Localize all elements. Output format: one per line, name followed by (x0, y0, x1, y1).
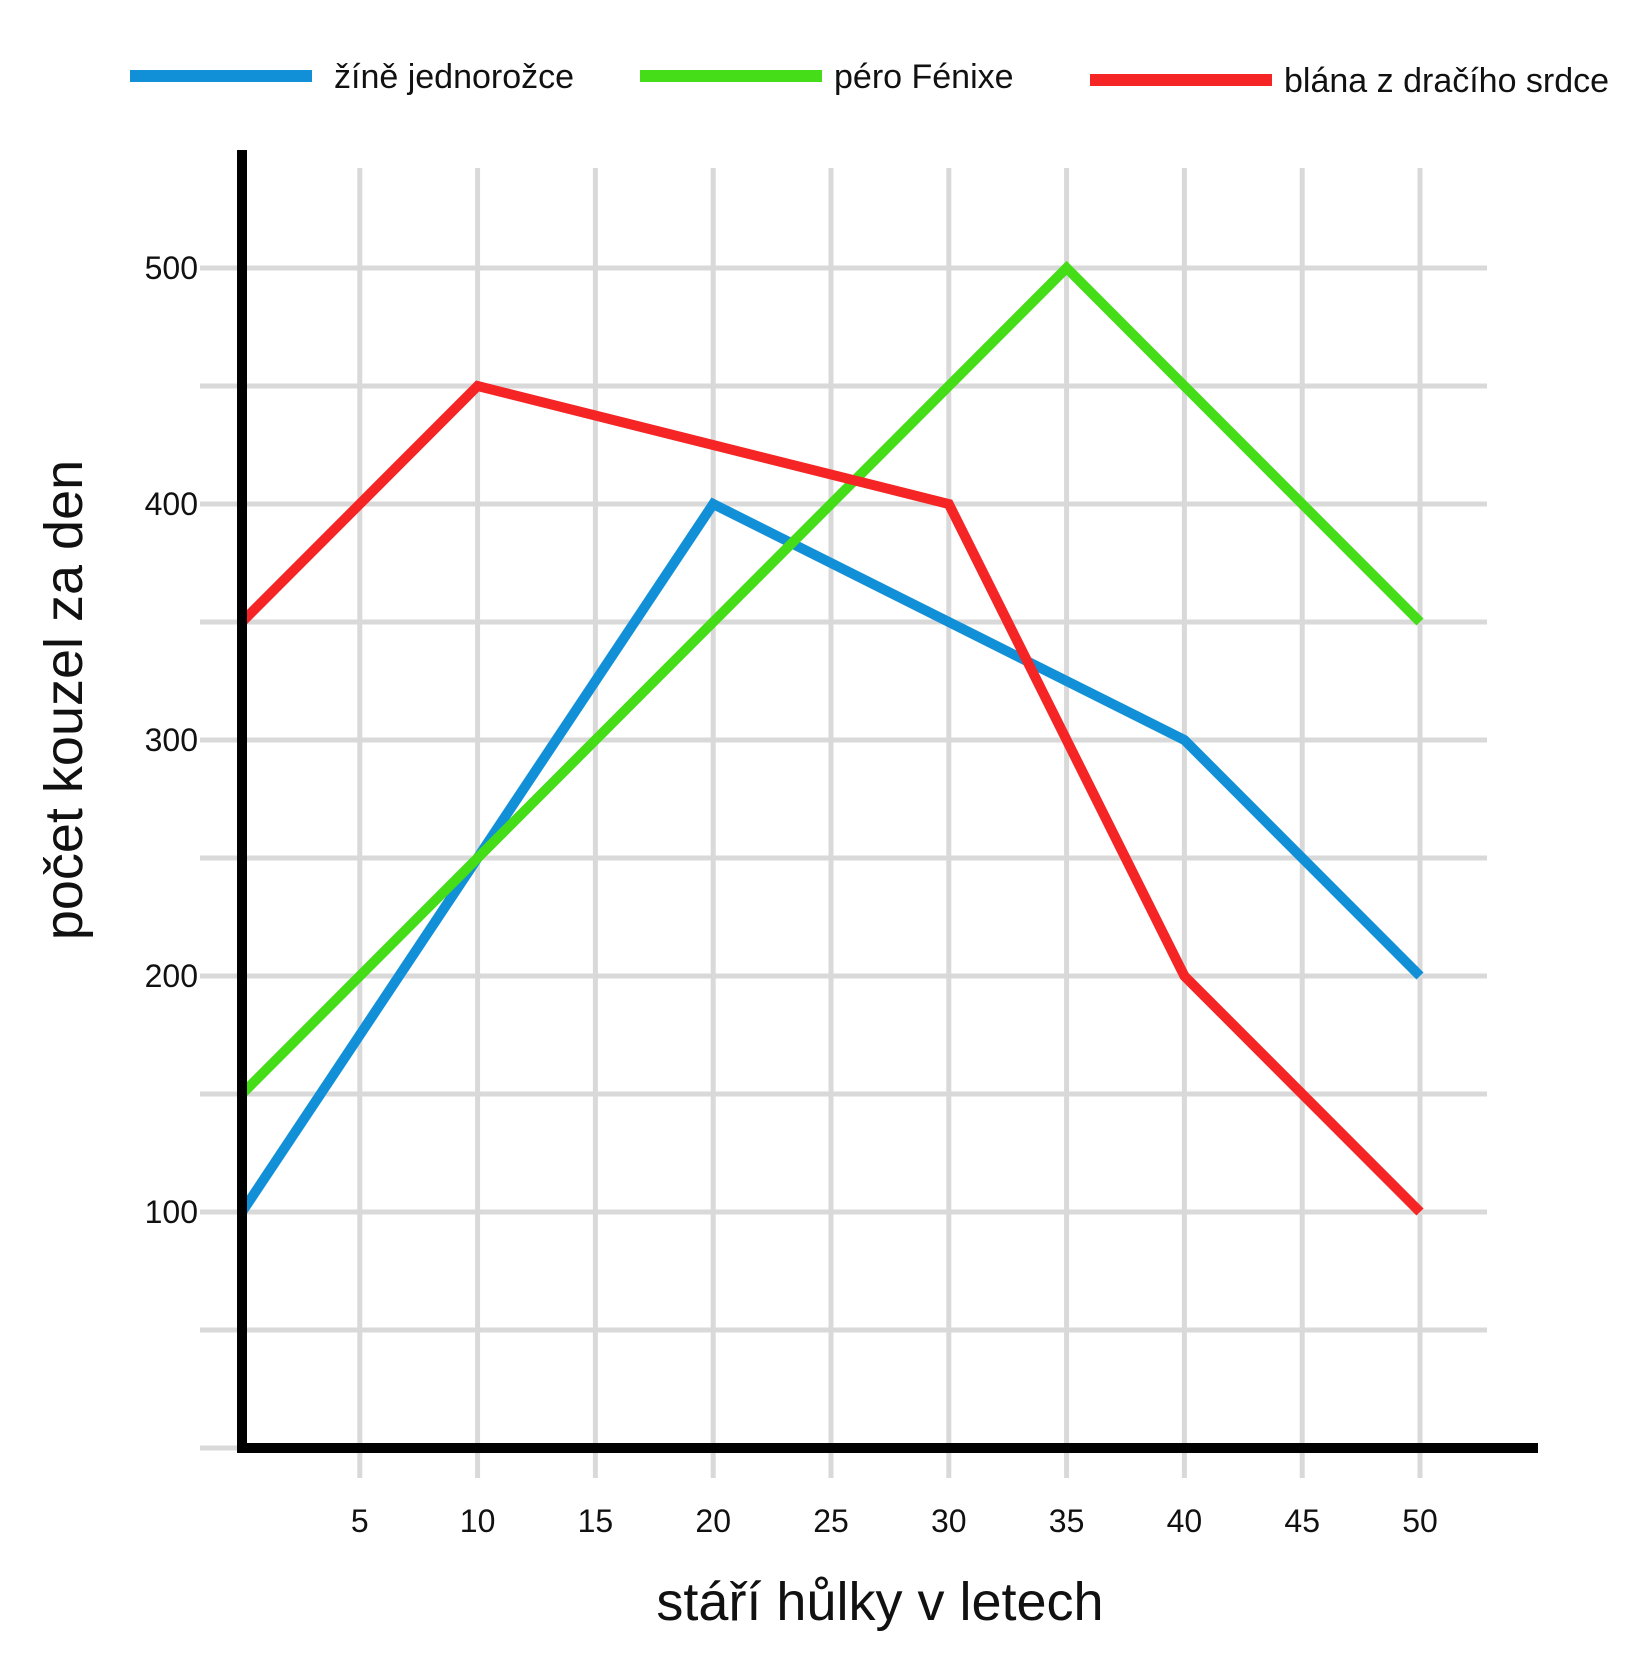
y-tick-label: 500 (145, 250, 198, 286)
x-tick-label: 25 (813, 1503, 849, 1539)
series-line-3 (238, 380, 1424, 1216)
legend-label-2: péro Fénixe (834, 58, 1014, 96)
x-tick-label: 20 (695, 1503, 731, 1539)
x-tick-label: 35 (1049, 1503, 1085, 1539)
legend-label-1: žíně jednorožce (334, 58, 574, 96)
grid (200, 168, 1487, 1478)
y-tick-label: 300 (145, 722, 198, 758)
x-tick-label: 45 (1284, 1503, 1320, 1539)
legend-label-3: blána z dračího srdce (1284, 62, 1609, 100)
x-tick-label: 50 (1402, 1503, 1438, 1539)
tick-labels: 5 10 15 20 25 30 35 40 45 50 100 200 300 400 500 (145, 250, 1438, 1539)
y-tick-label: 100 (145, 1194, 198, 1230)
x-tick-label: 30 (931, 1503, 967, 1539)
y-tick-label: 200 (145, 958, 198, 994)
legend: žíně jednorožce péro Fénixe blána z dračíh… (130, 58, 1609, 100)
plot-area (237, 260, 1424, 1216)
series-line-2 (238, 260, 1424, 1098)
axes (237, 150, 1538, 1453)
x-tick-label: 40 (1167, 1503, 1203, 1539)
y-tick-label: 400 (145, 486, 198, 522)
x-tick-label: 15 (578, 1503, 614, 1539)
x-tick-label: 5 (351, 1503, 369, 1539)
x-tick-label: 10 (460, 1503, 496, 1539)
y-axis-title: počet kouzel za den (34, 460, 94, 940)
x-axis-title: stáří hůlky v letech (656, 1572, 1103, 1632)
